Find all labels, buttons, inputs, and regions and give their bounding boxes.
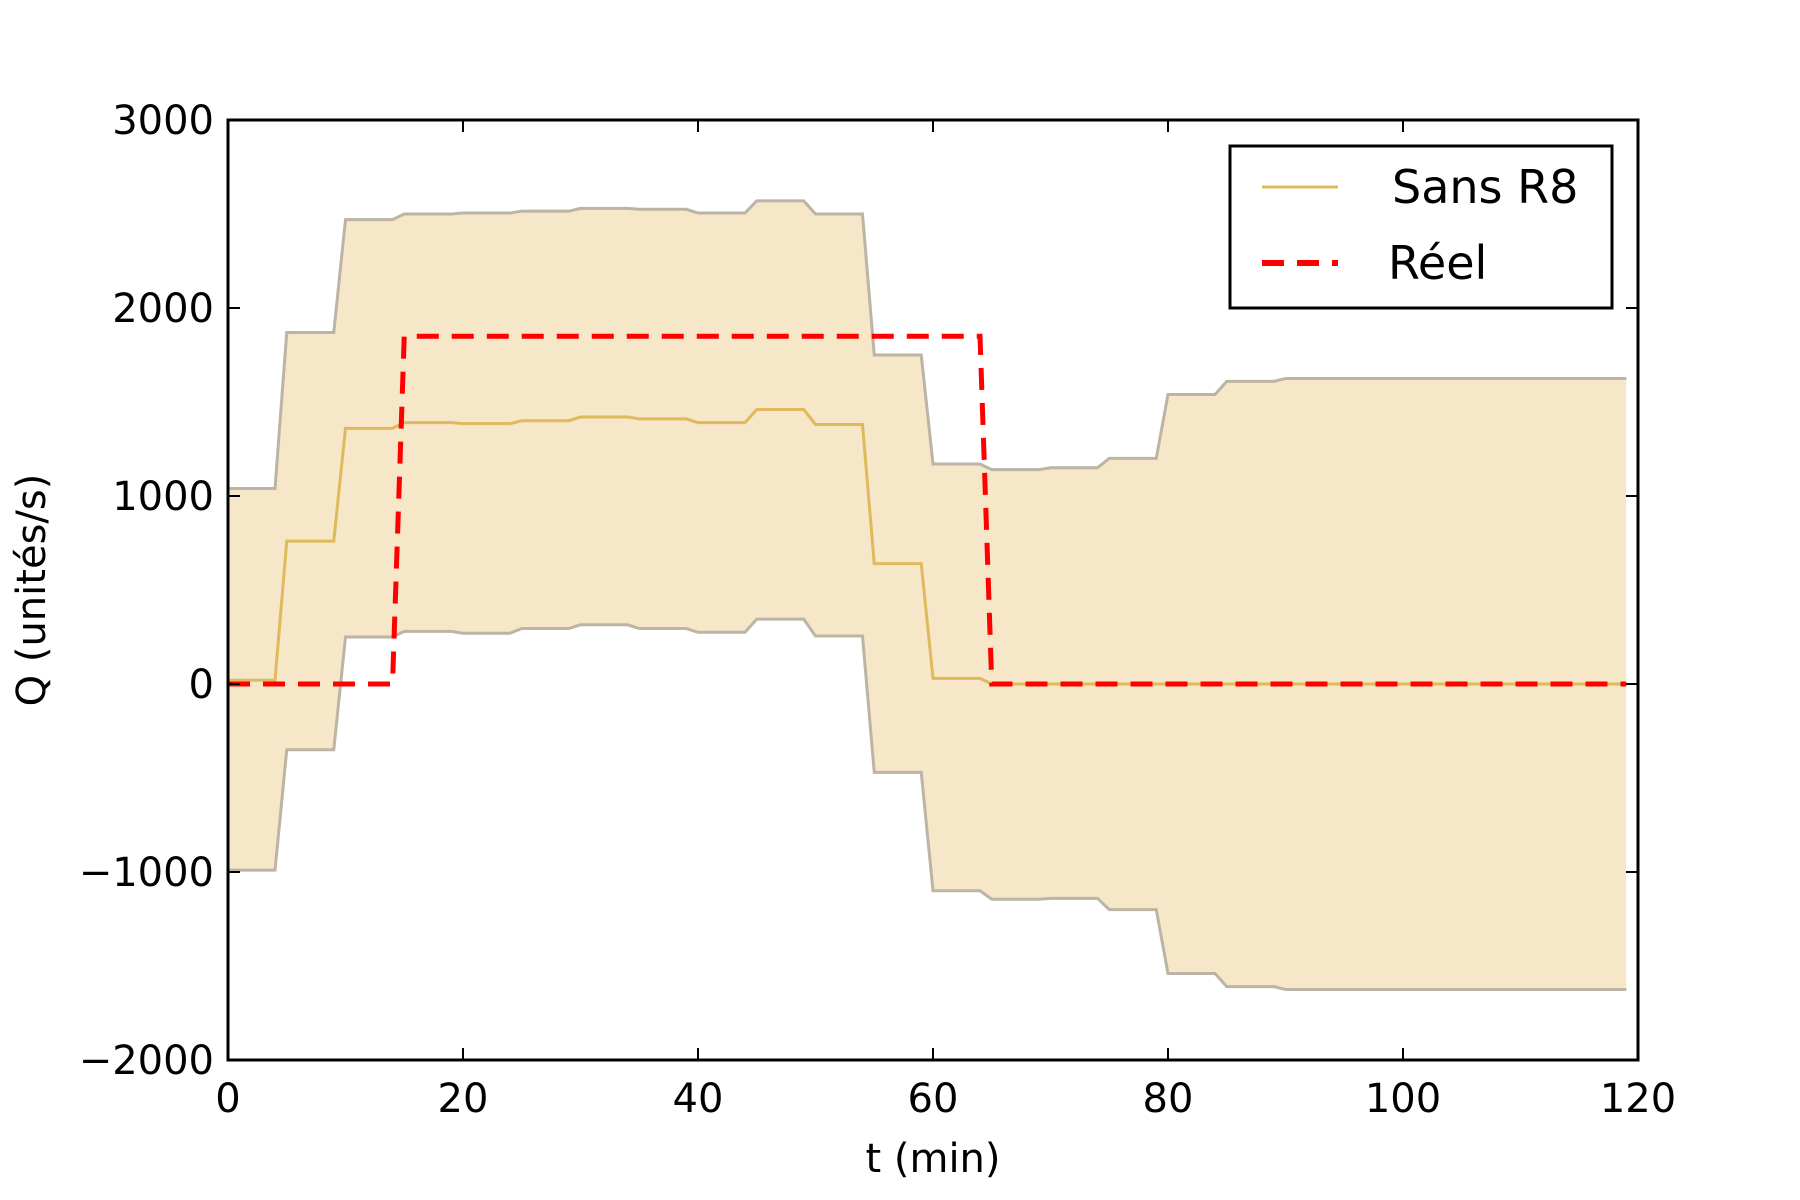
plot-area <box>228 199 1627 991</box>
legend-label-sans-r8: Sans R8 <box>1392 160 1578 214</box>
y-tick-label: 2000 <box>112 286 214 332</box>
x-tick-label: 0 <box>215 1076 240 1122</box>
sans-r8-band <box>228 200 1627 990</box>
legend-box <box>1228 144 1614 310</box>
legend: Sans R8 Réel <box>1228 144 1614 310</box>
axis-ticks: 0 20 40 60 80 100 120 −2000 −1000 0 1000 2000 3000 <box>79 98 1676 1122</box>
x-tick-label: 100 <box>1365 1076 1441 1122</box>
y-tick-label: 0 <box>189 662 214 708</box>
y-tick-label: 1000 <box>112 474 214 520</box>
x-tick-label: 20 <box>438 1076 489 1122</box>
x-tick-label: 120 <box>1600 1076 1676 1122</box>
legend-label-reel: Réel <box>1388 236 1487 290</box>
sans-r8-band-lower-edge <box>228 617 1627 991</box>
x-tick-label: 40 <box>673 1076 724 1122</box>
sans-r8-band-upper-edge <box>228 199 1627 490</box>
x-tick-label: 60 <box>908 1076 959 1122</box>
x-tick-label: 80 <box>1143 1076 1194 1122</box>
x-axis-label: t (min) <box>865 1136 1000 1182</box>
y-axis-label: Q (unités/s) <box>9 474 55 707</box>
y-tick-label: −1000 <box>79 850 214 896</box>
y-tick-label: −2000 <box>79 1038 214 1084</box>
y-tick-label: 3000 <box>112 98 214 144</box>
reel-line <box>228 333 1627 687</box>
